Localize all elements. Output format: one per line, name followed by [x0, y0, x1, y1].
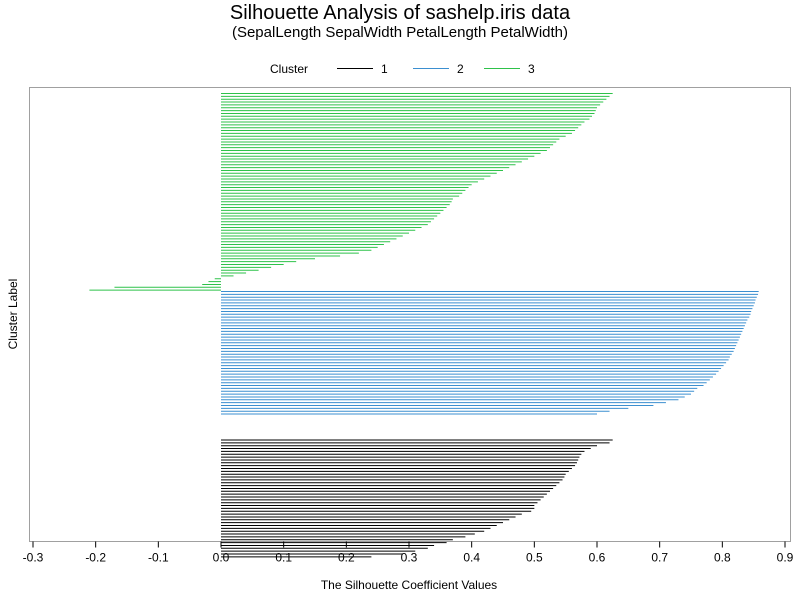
legend-label-cluster-2: 2: [457, 62, 464, 76]
x-tick-label: 0.2: [338, 551, 355, 565]
legend-title: Cluster: [270, 62, 308, 76]
x-tick-label: 0.7: [651, 551, 668, 565]
silhouette-bars: [89, 93, 759, 558]
x-tick-label: -0.2: [85, 551, 106, 565]
chart-subtitle: (SepalLength SepalWidth PetalLength Peta…: [232, 24, 568, 41]
x-tick-label: -0.3: [23, 551, 44, 565]
x-axis-label: The Silhouette Coefficient Values: [321, 578, 497, 592]
x-tick-label: 0.3: [401, 551, 418, 565]
legend: Cluster 1 2 3: [270, 62, 535, 76]
legend-label-cluster-3: 3: [528, 62, 535, 76]
x-axis: -0.3 -0.2 -0.1 0.0 0.1 0.2 0.3 0.4 0.5 0.6 0.7 0.8 0…: [23, 541, 794, 565]
legend-label-cluster-1: 1: [381, 62, 388, 76]
x-tick-label: 0.8: [714, 551, 731, 565]
x-tick-label: 0.9: [777, 551, 794, 565]
chart-title: Silhouette Analysis of sashelp.iris data: [230, 2, 571, 24]
x-tick-label: 0.6: [589, 551, 606, 565]
x-tick-label: 0.4: [463, 551, 480, 565]
x-tick-label: 0.1: [275, 551, 292, 565]
x-tick-label: 0.0: [213, 551, 230, 565]
x-tick-label: 0.5: [526, 551, 543, 565]
y-axis-label: Cluster Label: [6, 279, 20, 350]
x-tick-label: -0.1: [148, 551, 169, 565]
